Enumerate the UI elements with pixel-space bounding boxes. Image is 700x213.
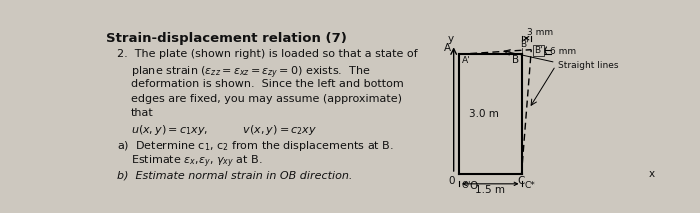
Text: x: x: [649, 169, 655, 179]
Text: a)  Determine c$_1$, c$_2$ from the displacements at B.: a) Determine c$_1$, c$_2$ from the displ…: [118, 139, 394, 153]
Text: deformation is shown.  Since the left and bottom: deformation is shown. Since the left and…: [131, 79, 404, 89]
Text: A: A: [444, 43, 451, 53]
Text: 1.5 m: 1.5 m: [475, 186, 505, 196]
Text: 6 mm: 6 mm: [550, 47, 576, 56]
Text: b)  Estimate normal strain in OB direction.: b) Estimate normal strain in OB directio…: [118, 171, 353, 181]
Text: 2.  The plate (shown right) is loaded so that a state of: 2. The plate (shown right) is loaded so …: [118, 49, 418, 59]
Text: Estimate $\varepsilon_x$,$\varepsilon_y$, $\gamma_{xy}$ at B.: Estimate $\varepsilon_x$,$\varepsilon_y$…: [131, 154, 262, 170]
Text: O: O: [469, 181, 477, 191]
Text: edges are fixed, you may assume (approximate): edges are fixed, you may assume (approxi…: [131, 94, 402, 104]
Text: B: B: [512, 55, 519, 65]
Text: plane strain ($\varepsilon_{zz}=\varepsilon_{xz}=\varepsilon_{zy}=0$) exists.  T: plane strain ($\varepsilon_{zz}=\varepsi…: [131, 64, 370, 81]
Text: y: y: [448, 35, 454, 45]
Text: C*: C*: [524, 181, 535, 190]
Text: Straight lines: Straight lines: [559, 61, 619, 70]
Text: 0: 0: [448, 176, 455, 186]
Text: 3.0 m: 3.0 m: [469, 109, 499, 119]
Text: $u(x, y) = c_1 xy$,          $v(x, y) = c_2 xy$: $u(x, y) = c_1 xy$, $v(x, y) = c_2 xy$: [131, 123, 317, 137]
Text: 3 mm: 3 mm: [527, 28, 553, 37]
Text: O': O': [462, 181, 471, 190]
Text: A': A': [462, 56, 470, 65]
Text: that: that: [131, 108, 154, 118]
Text: B': B': [520, 40, 528, 49]
Text: Strain-displacement relation (7): Strain-displacement relation (7): [106, 32, 347, 45]
Text: C: C: [518, 176, 525, 186]
Text: B': B': [534, 46, 542, 55]
